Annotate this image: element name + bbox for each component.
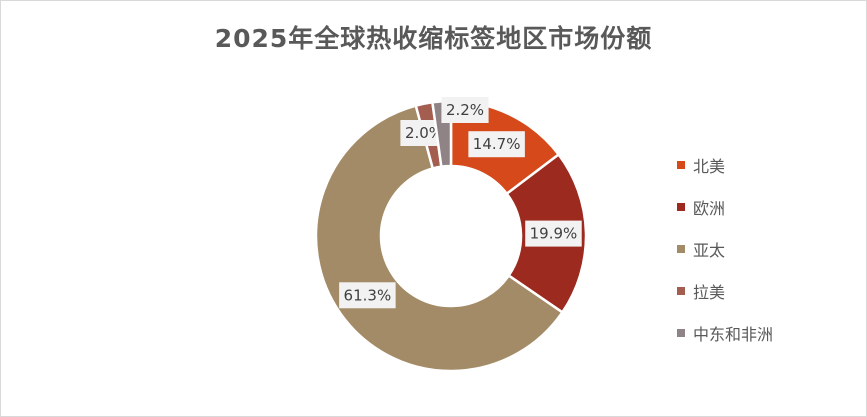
legend-label: 中东和非洲 — [693, 325, 774, 344]
legend-label: 拉美 — [693, 283, 726, 302]
legend-label: 亚太 — [693, 241, 726, 260]
svg-text:19.9%: 19.9% — [530, 225, 578, 243]
legend-swatch — [677, 245, 685, 253]
legend-item-3: 拉美 — [677, 270, 773, 312]
legend: 北美欧洲亚太拉美中东和非洲 — [677, 144, 773, 354]
data-label-0: 14.7% — [468, 131, 525, 158]
legend-swatch — [677, 329, 685, 337]
legend-swatch — [677, 287, 685, 295]
svg-text:61.3%: 61.3% — [344, 286, 392, 304]
data-label-1: 19.9% — [525, 220, 582, 247]
legend-swatch — [677, 161, 685, 169]
legend-item-1: 欧洲 — [677, 186, 773, 228]
chart-title: 2025年全球热收缩标签地区市场份额 — [214, 24, 653, 53]
legend-label: 北美 — [693, 157, 726, 176]
legend-swatch — [677, 203, 685, 211]
data-label-2: 61.3% — [339, 282, 396, 309]
legend-item-2: 亚太 — [677, 228, 773, 270]
svg-text:2.2%: 2.2% — [446, 101, 484, 119]
legend-label: 欧洲 — [693, 199, 726, 218]
legend-item-0: 北美 — [677, 144, 773, 186]
legend-item-4: 中东和非洲 — [677, 312, 773, 354]
data-label-4: 2.2% — [441, 97, 489, 123]
svg-text:14.7%: 14.7% — [473, 135, 521, 153]
svg-text:2.0%: 2.0% — [405, 124, 443, 142]
